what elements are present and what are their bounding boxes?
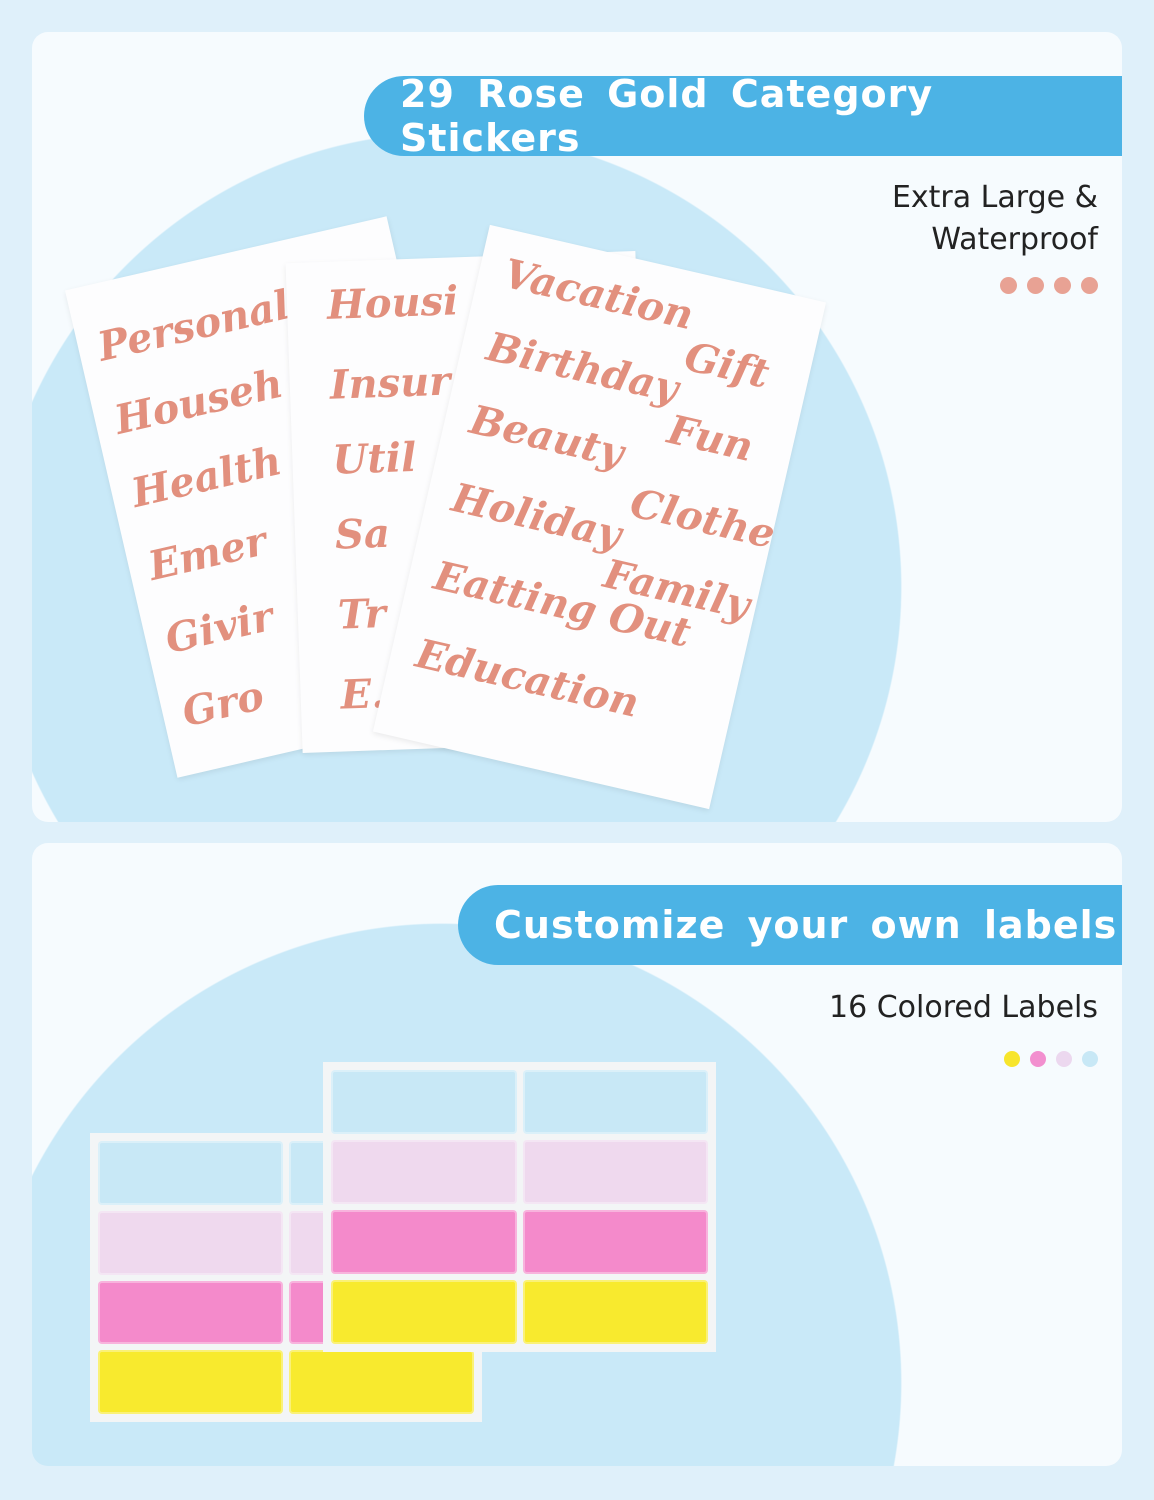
sticker-word: Beauty [465,396,629,478]
sticker-word: Health [127,436,286,517]
color-label [522,1210,708,1274]
color-label [331,1210,517,1274]
sticker-word: Clothes [625,479,802,564]
sticker-word: Sa [334,509,391,559]
color-dot [1056,1051,1072,1067]
color-label [331,1070,517,1134]
sticker-word: Holiday [447,474,626,559]
color-label [98,1210,283,1275]
subtitle-line: Extra Large & [891,180,1098,215]
color-label [98,1141,283,1205]
stickers-banner: 29 Rose Gold Category Stickers [364,72,1122,160]
color-label [331,1140,517,1204]
stickers-subtitle: Extra Large & Waterproof [892,177,1098,261]
color-dot [1082,1051,1098,1067]
sticker-word: Emer [144,517,271,591]
color-label [522,1070,708,1134]
color-dot [1027,277,1044,294]
sticker-word: Util [331,433,417,484]
label-sheet-front [323,1062,716,1352]
sticker-word: Insur [329,357,452,409]
stickers-panel: 29 Rose Gold Category Stickers Extra Lar… [32,32,1122,822]
color-dot [1030,1051,1046,1067]
sticker-word: Personal [93,281,294,371]
sticker-word: Housi [326,277,460,329]
color-dots [1004,1051,1098,1067]
color-label [289,1350,474,1414]
color-label [522,1140,708,1204]
sticker-word: Givir [160,592,278,664]
sticker-word: Education [411,629,644,727]
sticker-word: Fun [663,405,758,471]
sticker-word: Gro [177,671,269,737]
rose-gold-dots [1000,277,1098,294]
labels-panel: Customize your own labels 16 Colored Lab… [32,843,1122,1466]
labels-banner: Customize your own labels [458,885,1122,965]
sticker-word: Birthday [482,323,683,413]
color-label [522,1280,708,1344]
color-dot [1004,1051,1020,1067]
sticker-word: Vacation [499,249,698,340]
color-label [331,1280,517,1344]
color-dot [1000,277,1017,294]
color-label [98,1280,283,1345]
color-dot [1081,277,1098,294]
color-dot [1054,277,1071,294]
sticker-word: Househ [110,359,288,444]
labels-subtitle: 16 Colored Labels [829,990,1098,1025]
color-label [98,1350,283,1414]
sticker-word: Gift [680,332,774,398]
subtitle-line: Waterproof [931,222,1098,257]
sticker-word: Tr [337,589,387,639]
